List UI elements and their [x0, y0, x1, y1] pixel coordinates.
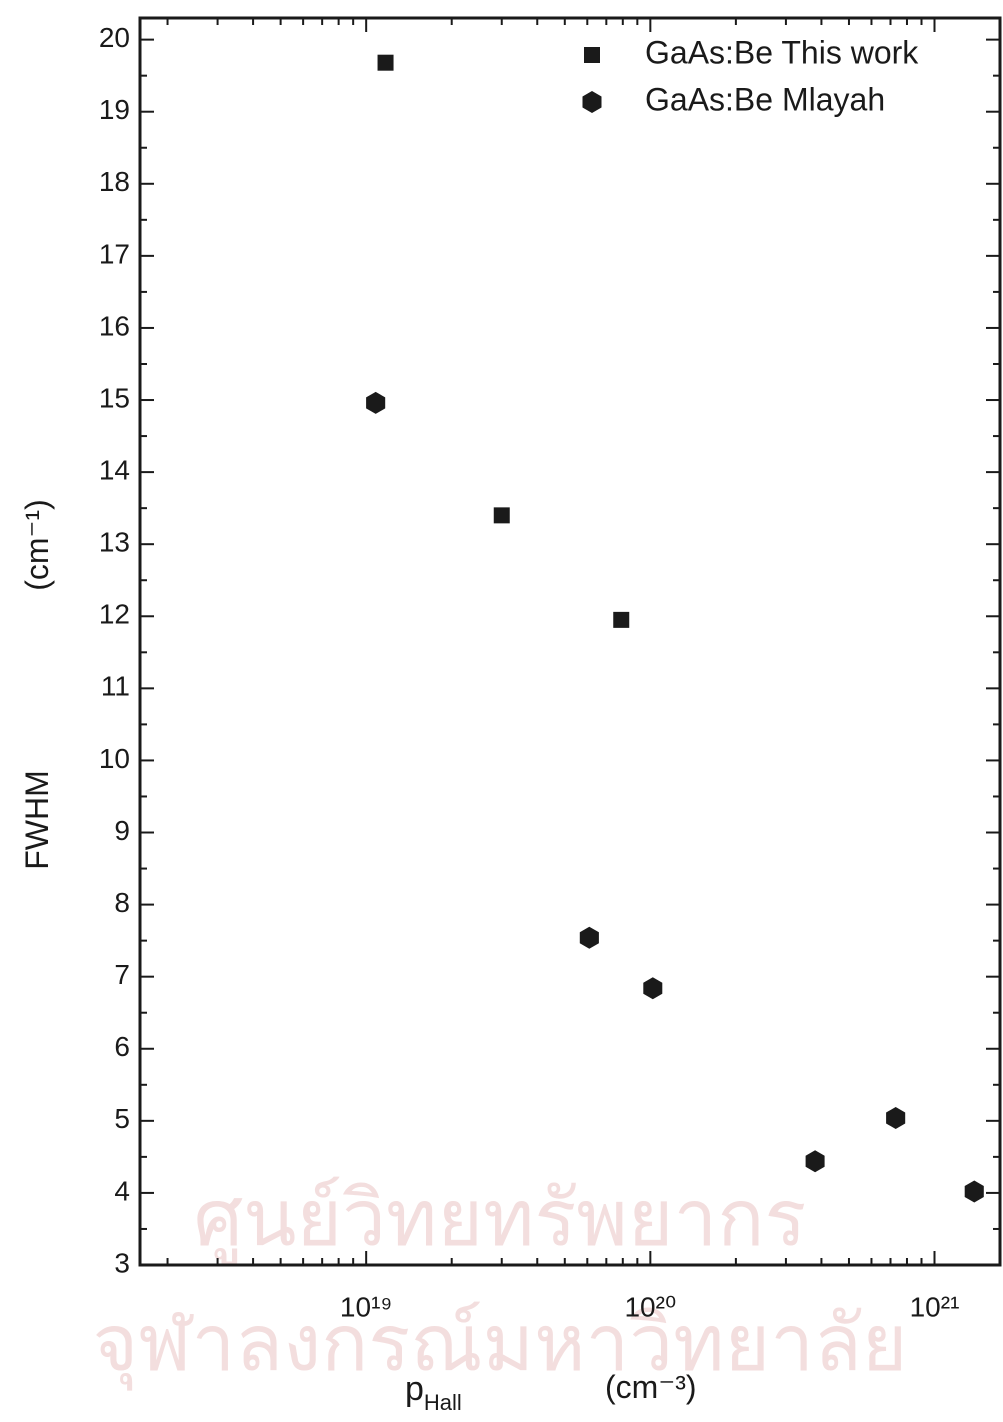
- y-tick-label: 6: [114, 1031, 130, 1062]
- plot-frame: [138, 16, 1002, 1267]
- x-tick-label: 10¹⁹: [340, 1291, 392, 1322]
- point: [493, 507, 510, 524]
- y-tick-label: 14: [99, 455, 130, 486]
- y-tick-label: 18: [99, 166, 130, 197]
- x-label-sub: Hall: [424, 1390, 462, 1415]
- legend-label: GaAs:Be Mlayah: [645, 81, 885, 117]
- x-label-unit: (cm⁻³): [605, 1369, 697, 1405]
- watermark: จุฬาลงกรณ์มหาวิทยาลัย: [92, 1299, 907, 1391]
- x-tick-label: 10²⁰: [624, 1291, 676, 1322]
- x-label: pHall: [405, 1370, 462, 1415]
- point: [366, 391, 386, 414]
- point: [579, 926, 599, 949]
- y-label-unit: (cm⁻¹): [19, 499, 55, 591]
- point: [643, 977, 663, 1000]
- y-tick-label: 5: [114, 1103, 130, 1134]
- watermark: ศูนย์วิทยทรัพยากร: [194, 1174, 807, 1265]
- y-tick-label: 12: [99, 599, 130, 630]
- legend-label: GaAs:Be This work: [645, 34, 919, 70]
- y-tick-label: 17: [99, 238, 130, 269]
- point: [886, 1107, 906, 1129]
- y-axis-title: FWHM (cm⁻¹): [19, 499, 55, 870]
- point: [377, 54, 394, 71]
- y-tick-label: 10: [99, 743, 130, 774]
- y-tick-label: 4: [114, 1175, 130, 1206]
- y-tick-label: 8: [114, 887, 130, 918]
- y-tick-label: 7: [114, 959, 130, 990]
- y-label: FWHM: [19, 770, 55, 870]
- legend-marker: [584, 47, 600, 63]
- x-label-symbol: p: [405, 1370, 424, 1408]
- point: [613, 611, 630, 628]
- y-tick-label: 13: [99, 527, 130, 558]
- point: [964, 1180, 984, 1203]
- x-tick-label: 10²¹: [910, 1291, 960, 1322]
- y-tick-label: 16: [99, 310, 130, 341]
- y-tick-label: 9: [114, 815, 130, 846]
- y-tick-label: 3: [114, 1247, 130, 1278]
- legend-marker: [582, 91, 602, 113]
- y-tick-label: 15: [99, 382, 130, 413]
- y-tick-label: 11: [101, 671, 130, 702]
- point: [805, 1150, 825, 1173]
- y-tick-label: 19: [99, 94, 130, 125]
- y-tick-label: 20: [99, 22, 130, 53]
